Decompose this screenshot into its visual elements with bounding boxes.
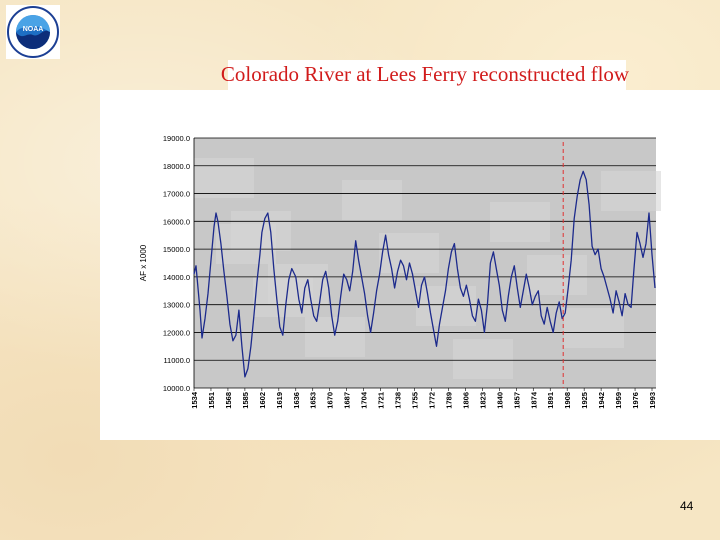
plot-texture	[564, 308, 624, 348]
noaa-logo: NOAA	[6, 5, 60, 59]
x-tick-label: 1959	[614, 392, 623, 409]
plot-texture	[601, 171, 661, 211]
plot-texture	[253, 277, 313, 317]
x-tick-label: 1942	[597, 392, 606, 409]
x-tick-label: 1908	[563, 392, 572, 409]
x-tick-label: 1925	[580, 392, 589, 409]
chart-panel: 10000.0 11000.0 12000.0 13000.0 14000.0 15000…	[100, 90, 720, 440]
flow-line-chart: 10000.0 11000.0 12000.0 13000.0 14000.0 15000…	[139, 134, 661, 409]
y-tick-label: 19000.0	[163, 134, 190, 143]
x-tick-label: 1755	[411, 392, 420, 409]
plot-texture	[453, 339, 513, 379]
x-tick-label: 1619	[275, 392, 284, 409]
plot-texture	[527, 255, 587, 295]
x-tick-label: 1670	[326, 392, 335, 409]
x-tick-label: 1806	[461, 392, 470, 409]
plot-texture	[194, 158, 254, 198]
x-tick-label: 1687	[343, 392, 352, 409]
x-tick-label: 1551	[207, 392, 216, 409]
x-tick-label: 1789	[444, 392, 453, 409]
x-tick-label: 1976	[631, 392, 640, 409]
plot-texture	[490, 202, 550, 242]
x-tick-label: 1857	[512, 392, 521, 409]
y-tick-label: 10000.0	[163, 384, 190, 393]
y-tick-label: 16000.0	[163, 217, 190, 226]
flow-series-line	[193, 170, 656, 378]
y-tick-label: 17000.0	[163, 190, 190, 199]
plot-texture	[342, 180, 402, 220]
x-tick-label: 1721	[377, 392, 386, 409]
title-line-1: Colorado River at Lees Ferry reconstruct…	[220, 62, 630, 86]
x-tick-label: 1585	[241, 392, 250, 409]
x-tick-label: 1840	[495, 392, 504, 409]
x-tick-label: 1602	[258, 392, 267, 409]
x-tick-label: 1653	[309, 392, 318, 409]
x-tick-label: 1772	[427, 392, 436, 409]
title-background	[228, 60, 626, 90]
x-tick-label: 1738	[394, 392, 403, 409]
y-tick-label: 14000.0	[163, 273, 190, 282]
logo-text: NOAA	[23, 26, 44, 33]
x-tick-label: 1891	[546, 392, 555, 409]
x-tick-label: 1704	[360, 391, 369, 409]
x-tick-label: 1534	[190, 391, 199, 409]
x-tick-label: 1568	[224, 392, 233, 409]
plot-texture	[416, 286, 476, 326]
y-tick-label: 12000.0	[163, 328, 190, 337]
x-tick-label: 1993	[648, 392, 657, 409]
y-axis-label: AF x 1000	[139, 244, 148, 281]
y-tick-label: 15000.0	[163, 245, 190, 254]
x-tick-label: 1636	[292, 392, 301, 409]
plot-texture	[305, 317, 365, 357]
plot-texture	[216, 224, 276, 264]
y-tick-label: 18000.0	[163, 162, 190, 171]
x-tick-label: 1823	[478, 392, 487, 409]
page-number: 44	[680, 499, 694, 513]
x-tick-label: 1874	[529, 391, 538, 409]
y-tick-label: 11000.0	[163, 356, 190, 365]
y-tick-label: 13000.0	[163, 301, 190, 310]
